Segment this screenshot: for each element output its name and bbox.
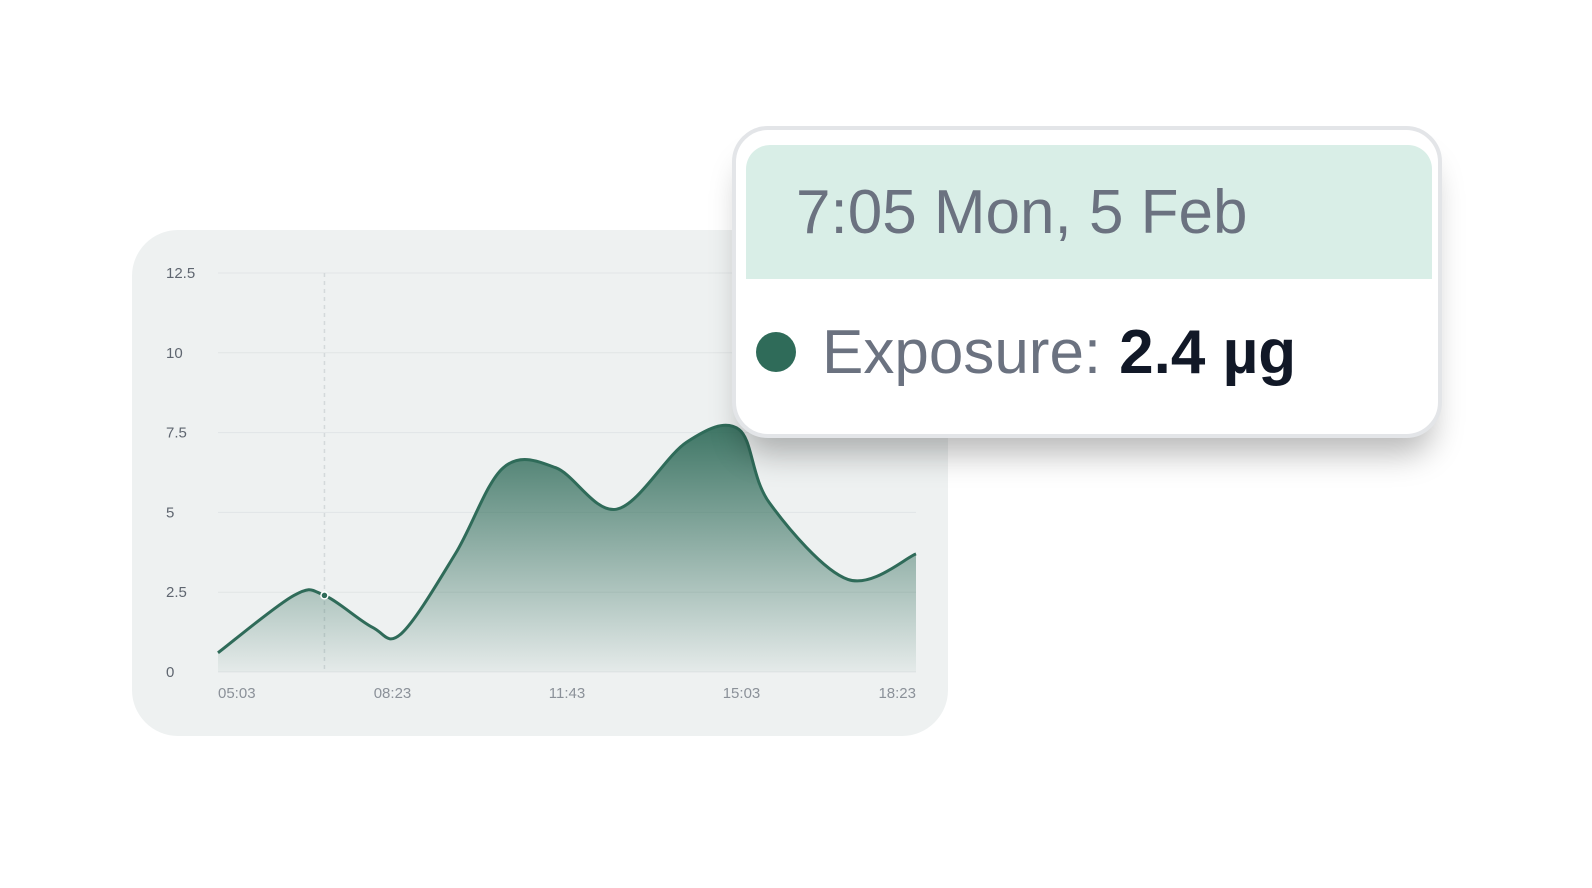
tooltip-series-label: Exposure:: [822, 317, 1101, 388]
x-tick-label: 08:23: [374, 685, 412, 702]
tooltip-series-value: 2.4 µg: [1119, 317, 1296, 388]
x-axis-labels: 05:03 08:23 11:43 15:03 18:23: [218, 685, 916, 702]
tooltip-header: 7:05 Mon, 5 Feb: [746, 145, 1432, 279]
tooltip-date: 7:05 Mon, 5 Feb: [796, 177, 1248, 248]
y-axis-labels: 0 2.5 5 7.5 10 12.5: [166, 265, 195, 681]
y-tick-label: 12.5: [166, 265, 195, 282]
tooltip-series-row: Exposure: 2.4 µg: [756, 314, 1296, 390]
x-tick-label: 05:03: [218, 685, 256, 702]
hover-point-marker[interactable]: [321, 592, 328, 599]
y-tick-label: 0: [166, 664, 174, 681]
x-tick-label: 18:23: [878, 685, 916, 702]
exposure-area-fill: [218, 425, 916, 672]
y-tick-label: 5: [166, 504, 174, 521]
x-tick-label: 15:03: [723, 685, 761, 702]
y-tick-label: 10: [166, 345, 183, 362]
y-tick-label: 7.5: [166, 425, 187, 442]
x-tick-label: 11:43: [549, 685, 585, 702]
y-tick-label: 2.5: [166, 584, 187, 601]
tooltip-card: 7:05 Mon, 5 Feb Exposure: 2.4 µg: [732, 126, 1442, 438]
series-color-dot: [756, 332, 796, 372]
